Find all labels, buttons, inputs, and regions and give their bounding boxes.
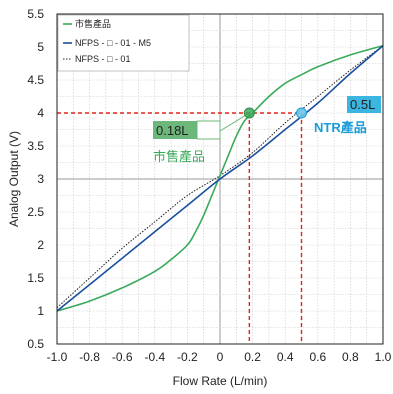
series-line	[56, 44, 384, 312]
x-tick-label: 0.4	[277, 350, 294, 364]
annotation-box-tail	[196, 120, 221, 140]
series-line	[56, 45, 384, 312]
annotations: 0.18L 市售產品 0.5L NTR產品	[153, 96, 381, 164]
y-axis-label: Analog Output (V)	[7, 131, 21, 227]
x-tick-label: 0.2	[244, 350, 261, 364]
x-tick-label: -0.8	[79, 350, 100, 364]
y-tick-label: 3.5	[27, 139, 44, 153]
series-lines	[56, 44, 384, 312]
y-tick-label: 0.5	[27, 337, 44, 351]
x-tick-label: -0.6	[112, 350, 133, 364]
x-tick-label: -0.4	[144, 350, 165, 364]
x-axis-label: Flow Rate (L/min)	[173, 374, 268, 388]
x-tick-label: -0.2	[177, 350, 198, 364]
annotation-label: NTR產品	[314, 120, 367, 135]
legend-label: 市售產品	[75, 18, 111, 29]
annotation-marker	[296, 107, 307, 119]
annotation-connector	[219, 112, 250, 132]
x-tick-label: -1.0	[47, 350, 68, 364]
annotation-box	[347, 96, 381, 113]
x-tick-label: 1.0	[375, 350, 392, 364]
legend-label: NFPS - □ - 01	[75, 54, 130, 64]
legend: 市售產品 NFPS - □ - 01 - M5 NFPS - □ - 01	[57, 14, 190, 72]
reference-lines	[57, 112, 303, 344]
y-tick-label: 2	[37, 238, 44, 252]
x-tick-label: 0.8	[342, 350, 359, 364]
annotation-box	[153, 121, 197, 139]
y-tick-label: 5	[37, 40, 44, 54]
legend-box	[57, 14, 190, 72]
y-tick-label: 4.5	[27, 73, 44, 87]
x-tick-label: 0	[217, 350, 224, 364]
x-tick-label: 0.6	[309, 350, 326, 364]
annotation-value: 0.18L	[156, 123, 189, 138]
y-tick-label: 5.5	[27, 7, 44, 21]
annotation-value: 0.5L	[350, 97, 375, 112]
annotation-label: 市售產品	[153, 149, 205, 164]
y-tick-labels: 0.5 1 1.5 2 2.5 3 3.5 4 4.5 5 5.5	[27, 7, 44, 351]
plot-frame	[56, 13, 384, 345]
legend-label: NFPS - □ - 01 - M5	[75, 38, 151, 48]
y-tick-label: 1.5	[27, 271, 44, 285]
annotation-marker	[243, 107, 255, 119]
x-tick-labels: -1.0 -0.8 -0.6 -0.4 -0.2 0 0.2 0.4 0.6 0.8 1.0	[47, 350, 392, 364]
y-tick-label: 1	[37, 304, 44, 318]
y-tick-label: 2.5	[27, 205, 44, 219]
y-tick-label: 4	[37, 106, 44, 120]
y-tick-label: 3	[37, 172, 44, 186]
